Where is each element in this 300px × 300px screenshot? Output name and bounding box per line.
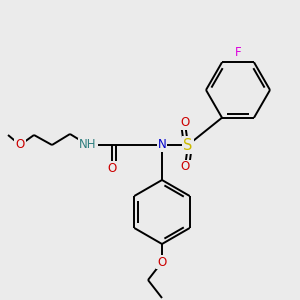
Text: S: S <box>183 137 193 152</box>
Text: O: O <box>180 160 190 173</box>
Text: N: N <box>158 139 166 152</box>
Text: O: O <box>158 256 166 268</box>
Text: NH: NH <box>79 139 97 152</box>
Text: F: F <box>235 46 241 59</box>
Text: O: O <box>107 161 117 175</box>
Text: O: O <box>180 116 190 130</box>
Text: O: O <box>15 139 25 152</box>
